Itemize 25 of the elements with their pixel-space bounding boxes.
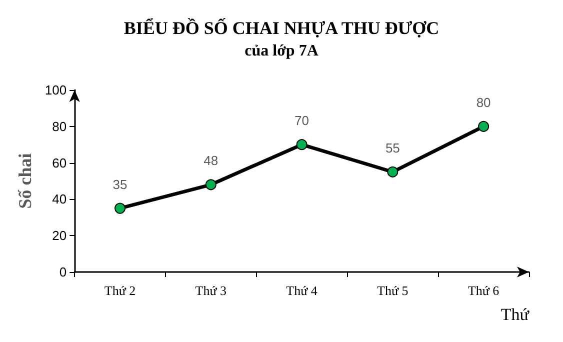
data-label: 35 — [112, 176, 128, 192]
x-tick-label: Thứ 4 — [286, 283, 318, 298]
x-tick-label: Thứ 3 — [195, 283, 227, 298]
x-axis-title: Thứ — [500, 305, 530, 324]
chart-title: BIỂU ĐỒ SỐ CHAI NHỰA THU ĐƯỢC — [124, 17, 440, 38]
y-tick-label: 60 — [52, 155, 67, 170]
x-tick-label: Thứ 5 — [377, 283, 408, 298]
data-label: 55 — [385, 140, 400, 156]
chart-subtitle: của lớp 7A — [244, 42, 319, 60]
x-tick-label: Thứ 6 — [468, 283, 500, 298]
y-axis-title: Số chai — [15, 153, 35, 209]
y-tick-label: 40 — [52, 192, 67, 207]
y-tick-label: 20 — [52, 228, 67, 244]
data-label: 70 — [294, 113, 310, 128]
point — [387, 166, 398, 178]
x-tick-label: Thứ 2 — [104, 283, 136, 298]
point — [296, 139, 308, 150]
point — [478, 120, 490, 132]
y-tick-label: 0 — [59, 264, 67, 280]
point — [114, 202, 126, 214]
y-tick-label: 100 — [44, 82, 67, 98]
data-label: 48 — [204, 153, 218, 168]
point — [205, 179, 216, 190]
data-label: 80 — [476, 94, 491, 110]
y-tick-label: 80 — [52, 118, 67, 134]
